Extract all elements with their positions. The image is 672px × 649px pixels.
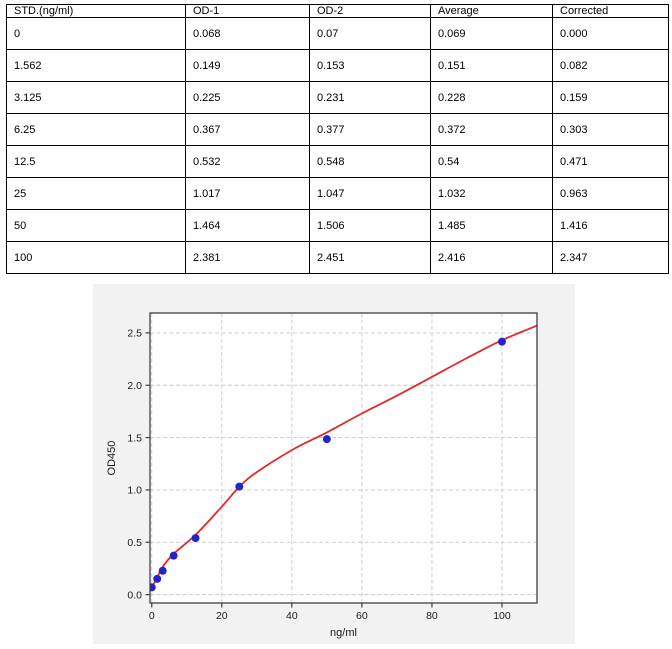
table-cell: 0.07 <box>309 17 431 50</box>
x-tick-label: 80 <box>426 610 438 622</box>
data-point <box>158 566 167 575</box>
y-tick-label: 2.5 <box>127 328 142 340</box>
table-cell: 2.416 <box>430 241 553 274</box>
table-cell: 50 <box>6 209 186 242</box>
table-row: 3.125 0.225 0.231 0.228 0.159 <box>6 81 669 114</box>
data-point <box>235 482 244 491</box>
x-tick-label: 20 <box>216 610 228 622</box>
y-tick-label: 2.0 <box>127 380 142 392</box>
plot-area <box>150 313 537 603</box>
table-cell: 25 <box>6 177 186 210</box>
table-cell: 0.471 <box>552 145 669 178</box>
data-point <box>497 337 506 346</box>
fit-curve-line <box>150 324 537 588</box>
table-cell: 0.54 <box>430 145 553 178</box>
table-cell: 0.225 <box>185 81 310 114</box>
table-row: 6.25 0.367 0.377 0.372 0.303 <box>6 113 669 146</box>
standards-table: STD.(ng/ml) OD-1 OD-2 Average Corrected 0 0.0… <box>6 4 669 274</box>
table-row: 0 0.068 0.07 0.069 0.000 <box>6 17 669 50</box>
table-cell: 0.000 <box>552 17 669 50</box>
table-cell: 0.532 <box>185 145 310 178</box>
table-cell: 2.347 <box>552 241 669 274</box>
table-cell: 0.548 <box>309 145 431 178</box>
grid <box>150 313 537 603</box>
column-header: Corrected <box>552 4 669 18</box>
y-tick-label: 1.5 <box>127 432 142 444</box>
table-cell: 0.069 <box>430 17 553 50</box>
chart-panel: 0 20 40 60 80 100 0.0 0.5 1.0 1.5 2.0 2.5 ng/ml OD450 <box>93 284 575 644</box>
standard-curve-chart: 0 20 40 60 80 100 0.0 0.5 1.0 1.5 2.0 2.5 ng/ml OD450 <box>93 284 575 644</box>
column-header: STD.(ng/ml) <box>6 4 186 18</box>
data-point <box>169 551 178 560</box>
table-cell: 0.151 <box>430 49 553 82</box>
x-tick-label: 40 <box>286 610 298 622</box>
table-cell: 0.963 <box>552 177 669 210</box>
x-tick-label: 100 <box>493 610 511 622</box>
table-cell: 1.464 <box>185 209 310 242</box>
y-tick-label: 0.5 <box>127 537 142 549</box>
table-cell: 1.032 <box>430 177 553 210</box>
y-tick-label: 0.0 <box>127 589 142 601</box>
column-header: OD-1 <box>185 4 310 18</box>
data-points <box>150 337 506 592</box>
table-cell: 2.381 <box>185 241 310 274</box>
table-cell: 1.017 <box>185 177 310 210</box>
x-tick-label: 0 <box>149 610 155 622</box>
table-cell: 1.506 <box>309 209 431 242</box>
data-point <box>191 534 200 543</box>
table-cell: 100 <box>6 241 186 274</box>
table-cell: 0.149 <box>185 49 310 82</box>
data-point <box>153 574 162 583</box>
table-cell: 0.377 <box>309 113 431 146</box>
table-row: 100 2.381 2.451 2.416 2.347 <box>6 241 669 274</box>
tick-labels: 0 20 40 60 80 100 0.0 0.5 1.0 1.5 2.0 2.5 <box>127 328 511 622</box>
table-cell: 0.231 <box>309 81 431 114</box>
table-cell: 0.372 <box>430 113 553 146</box>
table-cell: 0.367 <box>185 113 310 146</box>
plot-border <box>149 312 538 604</box>
data-point <box>150 583 156 592</box>
table-row: 50 1.464 1.506 1.485 1.416 <box>6 209 669 242</box>
y-tick-label: 1.0 <box>127 485 142 497</box>
table-cell: 0.153 <box>309 49 431 82</box>
table-cell: 0.068 <box>185 17 310 50</box>
data-point <box>322 435 331 444</box>
y-axis-label: OD450 <box>106 441 118 476</box>
column-header: OD-2 <box>309 4 431 18</box>
table-cell: 12.5 <box>6 145 186 178</box>
table-cell: 1.416 <box>552 209 669 242</box>
table-row: 12.5 0.532 0.548 0.54 0.471 <box>6 145 669 178</box>
table-cell: 1.047 <box>309 177 431 210</box>
table-cell: 6.25 <box>6 113 186 146</box>
table-cell: 1.485 <box>430 209 553 242</box>
ticks <box>145 332 503 608</box>
table-cell: 0.228 <box>430 81 553 114</box>
table-cell: 1.562 <box>6 49 186 82</box>
table-cell: 2.451 <box>309 241 431 274</box>
table-cell: 0.303 <box>552 113 669 146</box>
column-header: Average <box>430 4 553 18</box>
table-row: 25 1.017 1.047 1.032 0.963 <box>6 177 669 210</box>
table-header-row: STD.(ng/ml) OD-1 OD-2 Average Corrected <box>6 4 669 18</box>
x-tick-label: 60 <box>356 610 368 622</box>
table-cell: 0 <box>6 17 186 50</box>
table-row: 1.562 0.149 0.153 0.151 0.082 <box>6 49 669 82</box>
table-cell: 0.082 <box>552 49 669 82</box>
x-axis-label: ng/ml <box>330 627 357 639</box>
table-cell: 3.125 <box>6 81 186 114</box>
table-cell: 0.159 <box>552 81 669 114</box>
